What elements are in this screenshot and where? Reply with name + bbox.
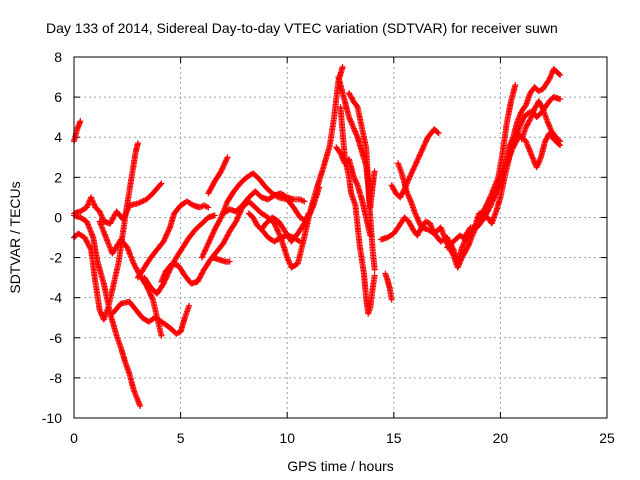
y-tick-label: -10 <box>42 410 62 426</box>
y-tick-label: 4 <box>54 129 62 145</box>
y-tick-label: -2 <box>50 250 63 266</box>
x-tick-label: 5 <box>177 430 185 446</box>
y-tick-label: 6 <box>54 89 62 105</box>
y-tick-label: -6 <box>50 330 63 346</box>
chart-title: Day 133 of 2014, Sidereal Day-to-day VTE… <box>46 20 558 36</box>
y-axis-label: SDTVAR / TECUs <box>7 181 23 293</box>
y-tick-label: -8 <box>50 370 63 386</box>
dense-markers <box>71 65 562 408</box>
x-tick-label: 0 <box>70 430 78 446</box>
x-axis-label: GPS time / hours <box>287 458 394 474</box>
x-tick-label: 20 <box>493 430 509 446</box>
x-tick-label: 25 <box>599 430 615 446</box>
x-tick-label: 10 <box>279 430 295 446</box>
y-tick-label: 2 <box>54 169 62 185</box>
data-point <box>198 254 205 261</box>
data-point <box>205 190 212 197</box>
data-point <box>346 90 353 97</box>
plot-border <box>73 56 608 419</box>
data-points <box>71 64 564 409</box>
y-tick-label: 8 <box>54 49 62 65</box>
x-tick-label: 15 <box>386 430 402 446</box>
y-tick-label: -4 <box>50 290 63 306</box>
y-tick-label: 0 <box>54 209 62 225</box>
